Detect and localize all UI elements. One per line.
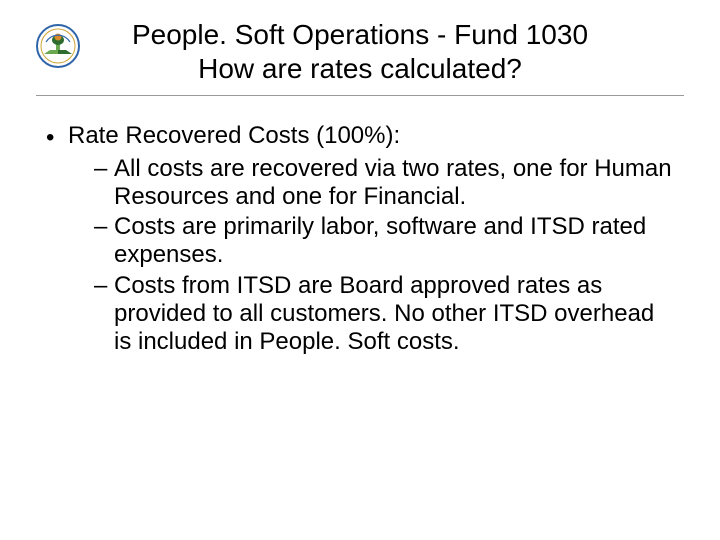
dash-glyph: – xyxy=(94,155,114,183)
title-line-1: People. Soft Operations - Fund 1030 xyxy=(132,19,588,50)
slide-title: People. Soft Operations - Fund 1030 How … xyxy=(36,18,684,85)
dash-glyph: – xyxy=(94,272,114,300)
dash-glyph: – xyxy=(94,213,114,241)
bullet-item: • Rate Recovered Costs (100%): xyxy=(46,122,674,152)
slide-body: • Rate Recovered Costs (100%): – All cos… xyxy=(28,96,692,357)
sub-item-text: All costs are recovered via two rates, o… xyxy=(114,155,674,212)
sub-item: – Costs from ITSD are Board approved rat… xyxy=(94,272,674,357)
sub-list: – All costs are recovered via two rates,… xyxy=(46,155,674,357)
slide: People. Soft Operations - Fund 1030 How … xyxy=(0,0,720,540)
sub-item-text: Costs are primarily labor, software and … xyxy=(114,213,674,270)
sub-item: – All costs are recovered via two rates,… xyxy=(94,155,674,212)
county-seal-icon xyxy=(36,24,80,68)
title-line-2: How are rates calculated? xyxy=(198,53,522,84)
bullet-glyph: • xyxy=(46,122,68,152)
sub-item-text: Costs from ITSD are Board approved rates… xyxy=(114,272,674,357)
slide-header: People. Soft Operations - Fund 1030 How … xyxy=(36,18,684,96)
bullet-text: Rate Recovered Costs (100%): xyxy=(68,122,674,150)
sub-item: – Costs are primarily labor, software an… xyxy=(94,213,674,270)
